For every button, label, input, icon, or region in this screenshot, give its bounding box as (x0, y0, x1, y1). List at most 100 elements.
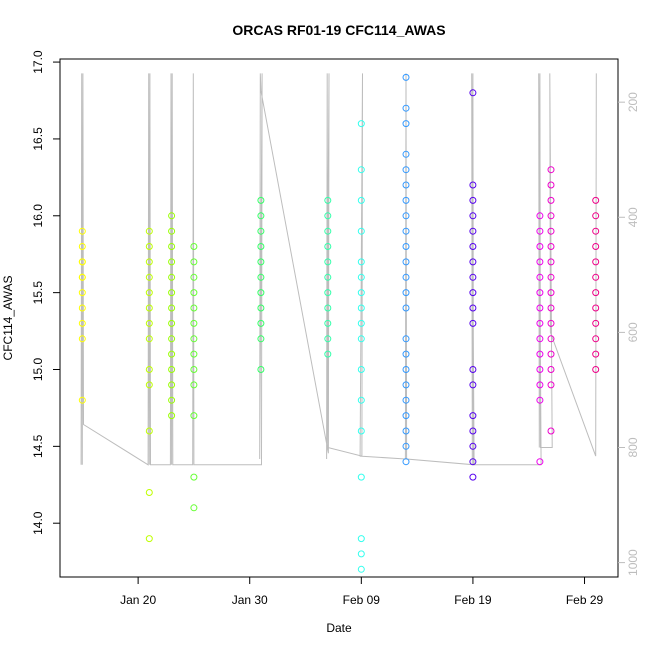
data-point (402, 366, 410, 373)
data-point (536, 212, 544, 220)
data-point (257, 227, 265, 235)
data-point (402, 227, 410, 235)
altitude-trace-line (80, 73, 597, 466)
data-point (324, 350, 332, 358)
data-point (402, 196, 410, 204)
data-point (190, 412, 198, 420)
data-point (145, 273, 153, 281)
data-point (357, 304, 365, 312)
data-point (190, 473, 198, 481)
data-point (547, 289, 555, 297)
data-point (402, 289, 410, 297)
data-point (324, 227, 332, 235)
data-point (402, 243, 410, 250)
data-point (357, 258, 365, 266)
flight-series-7 (357, 120, 365, 573)
flight-series-3 (168, 212, 176, 420)
data-point (357, 166, 365, 174)
data-point (145, 489, 153, 496)
data-point (357, 289, 365, 297)
data-point (168, 319, 176, 327)
data-point (168, 335, 176, 343)
y2-tick-label: 200 (626, 92, 640, 112)
data-point (168, 289, 176, 297)
data-point (145, 335, 153, 343)
data-point (547, 335, 555, 343)
data-point (324, 319, 332, 327)
data-point (402, 458, 410, 466)
data-point (402, 150, 410, 158)
data-point (592, 289, 600, 297)
y2-tick-label: 400 (626, 207, 640, 227)
data-point (402, 381, 410, 389)
data-point (469, 319, 477, 327)
data-point (547, 166, 555, 174)
data-point (592, 335, 600, 343)
data-point (324, 258, 332, 266)
data-point (469, 227, 477, 235)
data-point (547, 181, 555, 189)
data-point (469, 196, 477, 204)
data-point (145, 535, 153, 543)
data-point (168, 412, 176, 420)
data-point (257, 243, 265, 250)
data-point (324, 289, 332, 297)
data-point (257, 196, 265, 204)
data-point (357, 535, 365, 543)
data-point (592, 366, 600, 373)
data-point (168, 381, 176, 389)
x-axis-label: Date (326, 621, 352, 635)
data-point (469, 442, 477, 450)
flight-series-4 (190, 243, 198, 512)
data-point (357, 366, 365, 373)
chart-title: ORCAS RF01-19 CFC114_AWAS (232, 22, 445, 38)
data-point (324, 243, 332, 250)
data-point (536, 458, 544, 466)
data-point (257, 289, 265, 297)
y2-tick-label: 800 (626, 437, 640, 457)
data-point (402, 212, 410, 220)
data-point (402, 273, 410, 281)
data-point (536, 396, 544, 404)
data-point (536, 366, 544, 373)
data-point (168, 258, 176, 266)
data-point (592, 304, 600, 312)
data-point (145, 258, 153, 266)
data-point (168, 243, 176, 250)
flight-series-5 (257, 196, 265, 373)
y2-tick-label: 1000 (626, 549, 640, 576)
y-tick-label: 16.0 (31, 204, 45, 228)
axes-layer: Jan 20 Jan 30 Feb 09 Feb 19 Feb 29 14.0 14.5 15… (31, 50, 640, 607)
data-point (469, 473, 477, 481)
data-point (190, 381, 198, 389)
data-point (190, 289, 198, 297)
data-point (357, 319, 365, 327)
data-point (592, 273, 600, 281)
data-point (547, 304, 555, 312)
data-point (547, 212, 555, 220)
data-point (469, 412, 477, 420)
data-point (402, 396, 410, 404)
data-point (536, 350, 544, 358)
data-point (536, 289, 544, 297)
data-point (168, 366, 176, 373)
data-point (324, 335, 332, 343)
data-point (469, 366, 477, 373)
data-point (547, 350, 555, 358)
data-point (547, 258, 555, 266)
data-point (145, 319, 153, 327)
data-point (190, 350, 198, 358)
data-point (168, 227, 176, 235)
data-point (357, 120, 365, 128)
data-point (168, 304, 176, 312)
data-point (402, 335, 410, 343)
data-point (469, 243, 477, 250)
data-point (145, 227, 153, 235)
data-point (547, 427, 555, 435)
flight-series-1 (78, 227, 86, 404)
data-point (168, 212, 176, 220)
data-point (592, 196, 600, 204)
x-tick-label: Feb 19 (454, 593, 492, 607)
